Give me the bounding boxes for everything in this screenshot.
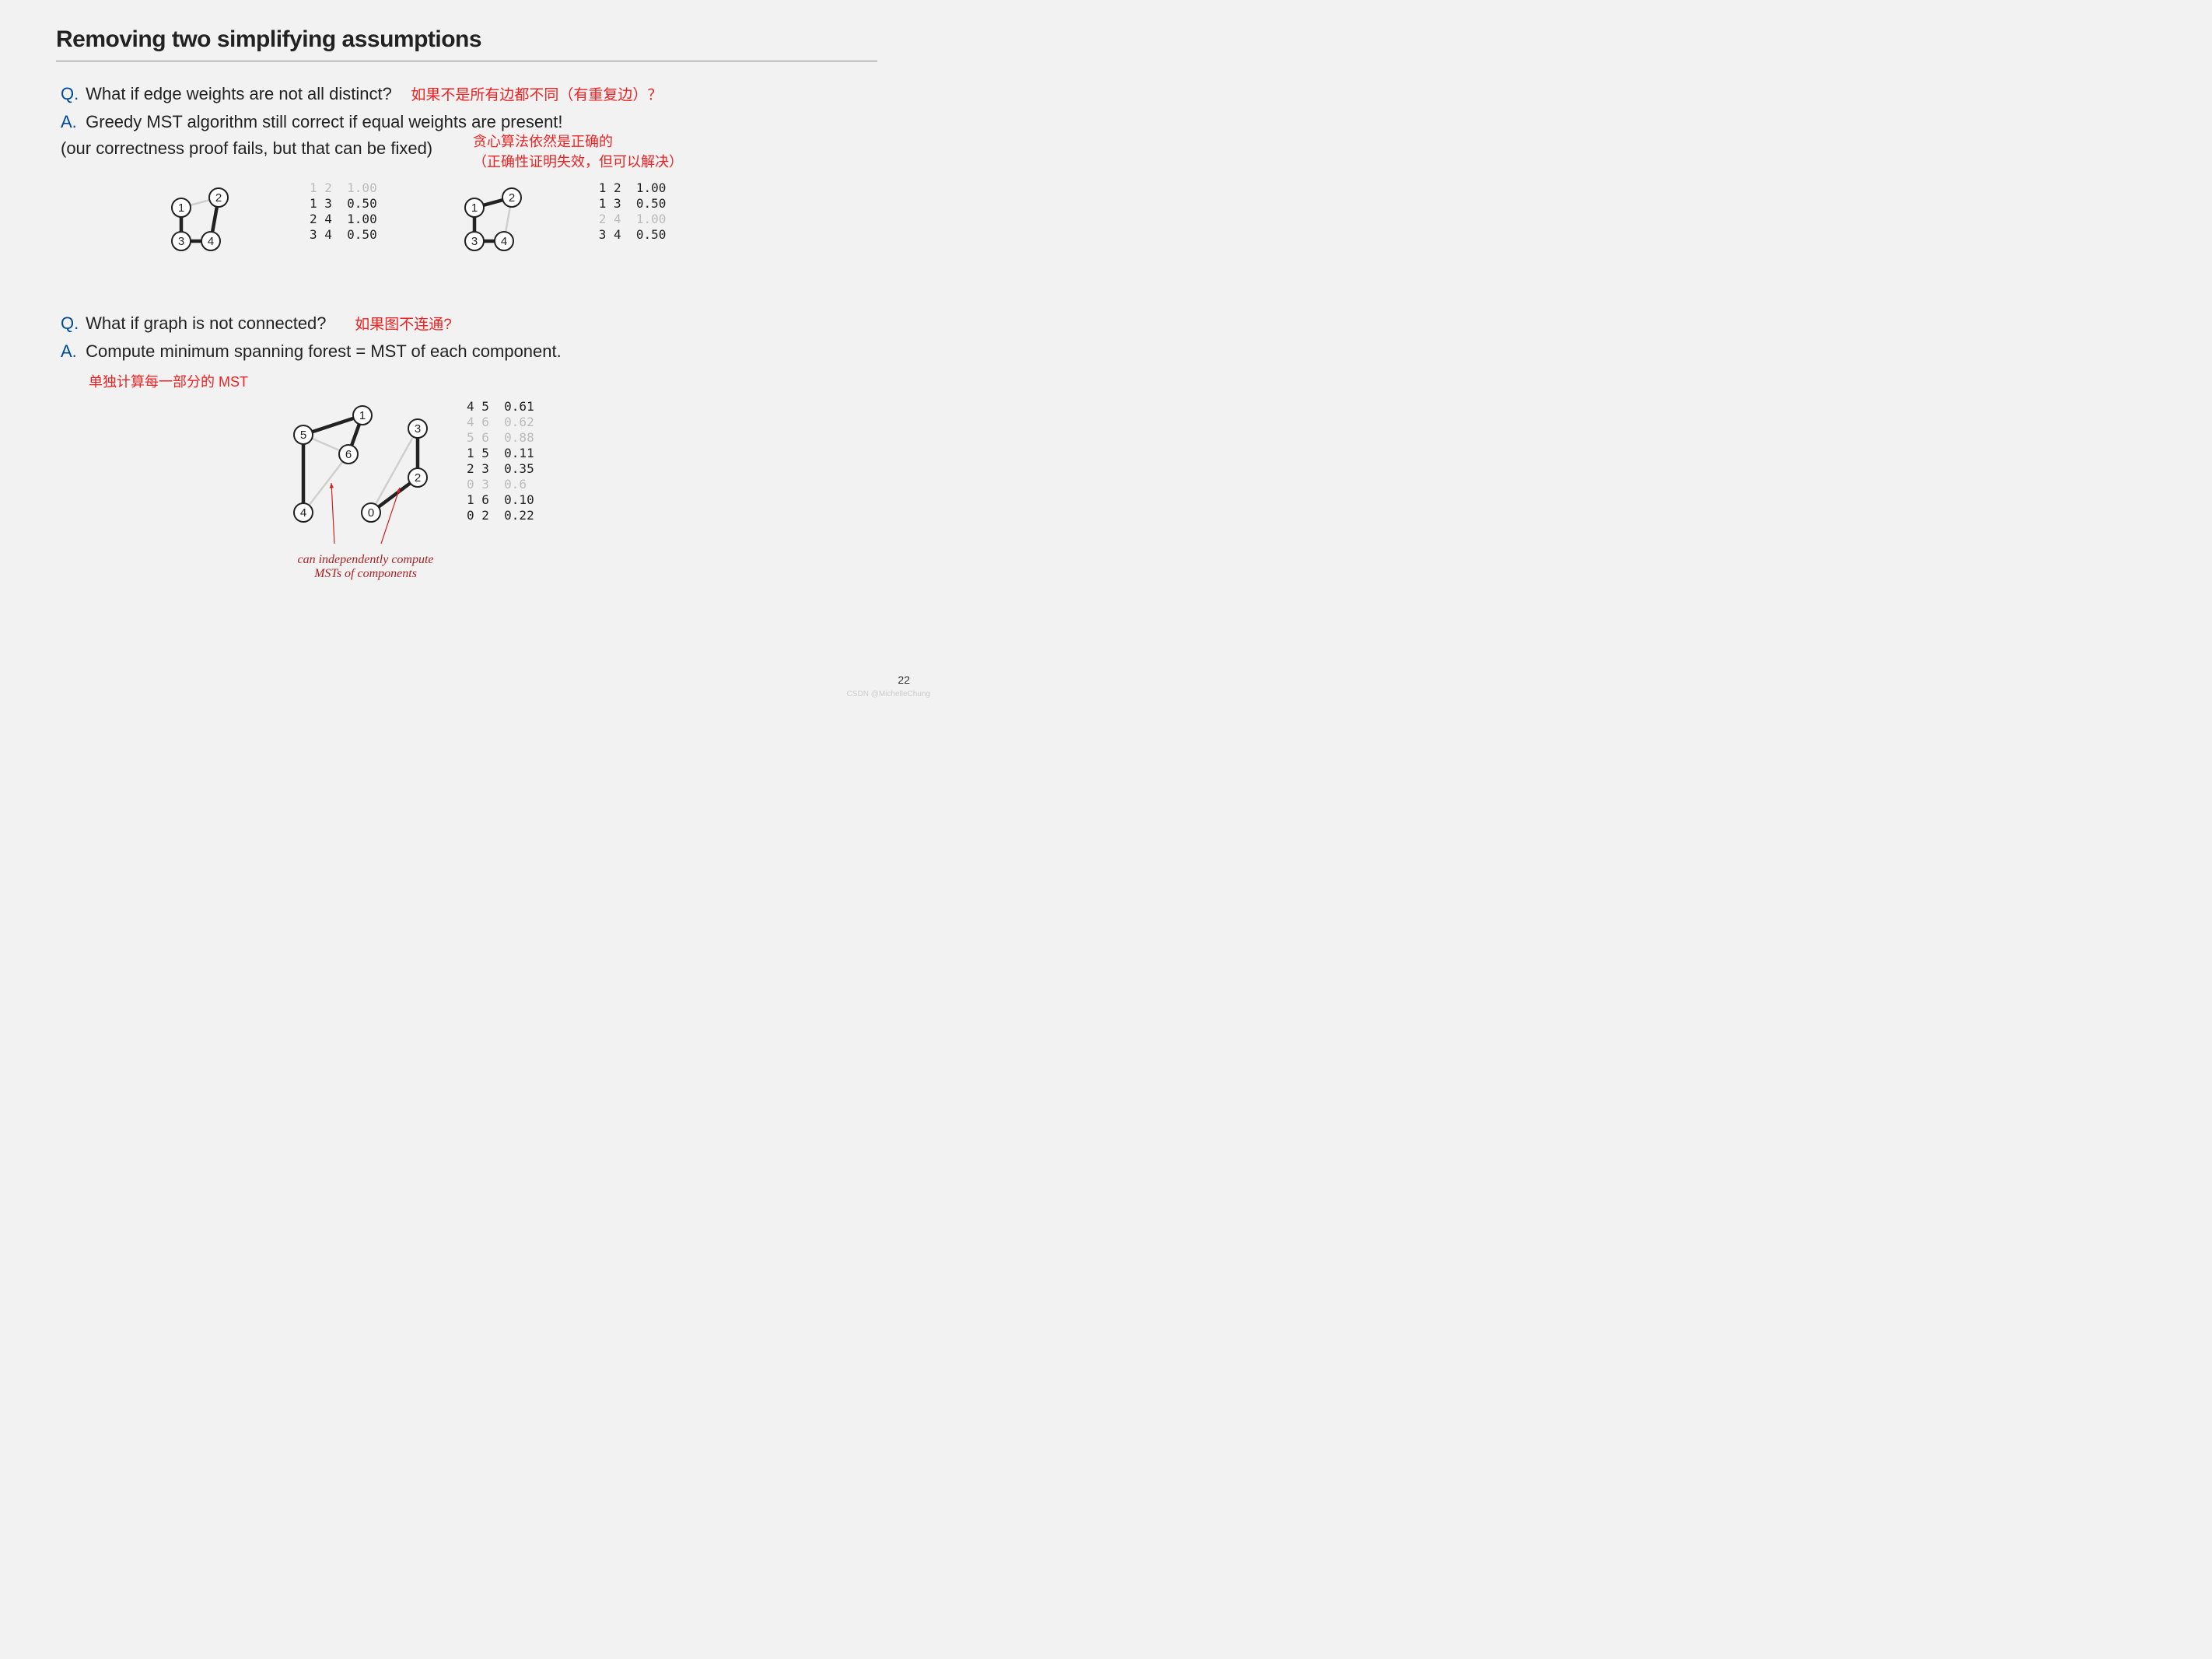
figures-top: 1 2 3 4 1 2 1.001 3 0.502 4 1.003 4 0.50 1 2… [61, 180, 877, 258]
a1-line: A. Greedy MST algorithm still correct if… [61, 112, 877, 132]
svg-text:5: 5 [300, 429, 306, 442]
page-title: Removing two simplifying assumptions [56, 26, 877, 61]
svg-text:4: 4 [300, 506, 306, 520]
a-label: A. [61, 112, 81, 132]
edge-list-3: 4 5 0.614 6 0.625 6 0.881 5 0.112 3 0.35… [467, 399, 534, 581]
edge-list-2: 1 2 1.001 3 0.502 4 1.003 4 0.50 [599, 180, 667, 258]
svg-text:1: 1 [178, 201, 184, 215]
proof-text: (our correctness proof fails, but that c… [61, 138, 432, 158]
graph-1: 1 2 3 4 [162, 180, 267, 258]
figures-bottom: 0 1 2 3 4 5 6 can independently compute MSTs o… [61, 396, 877, 581]
proof-red2: （正确性证明失效，但可以解决） [473, 154, 683, 170]
content: Q. What if edge weights are not all dist… [56, 61, 877, 581]
q-label: Q. [61, 84, 81, 104]
a2-line: A. Compute minimum spanning forest = MST… [61, 341, 877, 362]
red-text-3: 单独计算每一部分的 MST [89, 371, 877, 391]
svg-text:0: 0 [368, 506, 374, 520]
watermark: CSDN @MichelleChung [847, 690, 930, 698]
svg-text:4: 4 [501, 235, 507, 248]
q-label-2: Q. [61, 313, 81, 334]
q2-line: Q. What if graph is not connected? 如果图不连… [61, 313, 877, 334]
svg-text:1: 1 [471, 201, 478, 215]
svg-text:1: 1 [359, 409, 366, 422]
svg-text:3: 3 [178, 235, 184, 248]
caption-line2: MSTs of components [314, 567, 417, 580]
graph-2: 1 2 3 4 [455, 180, 560, 258]
caption-line1: can independently compute [297, 553, 433, 566]
q1-text: What if edge weights are not all distinc… [86, 84, 392, 103]
q2-red: 如果图不连通? [355, 317, 452, 333]
svg-text:4: 4 [208, 235, 214, 248]
q1-red: 如果不是所有边都不同（有重复边）？ [411, 87, 662, 103]
svg-text:3: 3 [415, 422, 421, 436]
svg-text:6: 6 [345, 448, 352, 461]
caption: can independently compute MSTs of compon… [288, 553, 443, 581]
svg-text:2: 2 [509, 191, 515, 205]
a1-text: Greedy MST algorithm still correct if eq… [86, 112, 562, 131]
q1-line: Q. What if edge weights are not all dist… [61, 83, 877, 104]
a2-text: Compute minimum spanning forest = MST of… [86, 341, 562, 361]
proof-red1: 贪心算法依然是正确的 [473, 134, 613, 149]
svg-text:2: 2 [215, 191, 222, 205]
svg-text:2: 2 [415, 471, 421, 485]
proof-line: (our correctness proof fails, but that c… [61, 138, 877, 159]
svg-text:3: 3 [471, 235, 478, 248]
q2-text: What if graph is not connected? [86, 313, 326, 333]
page-number: 22 [898, 674, 910, 686]
graph-3: 0 1 2 3 4 5 6 [288, 396, 443, 551]
a-label-2: A. [61, 341, 81, 362]
edge-list-1: 1 2 1.001 3 0.502 4 1.003 4 0.50 [310, 180, 377, 258]
